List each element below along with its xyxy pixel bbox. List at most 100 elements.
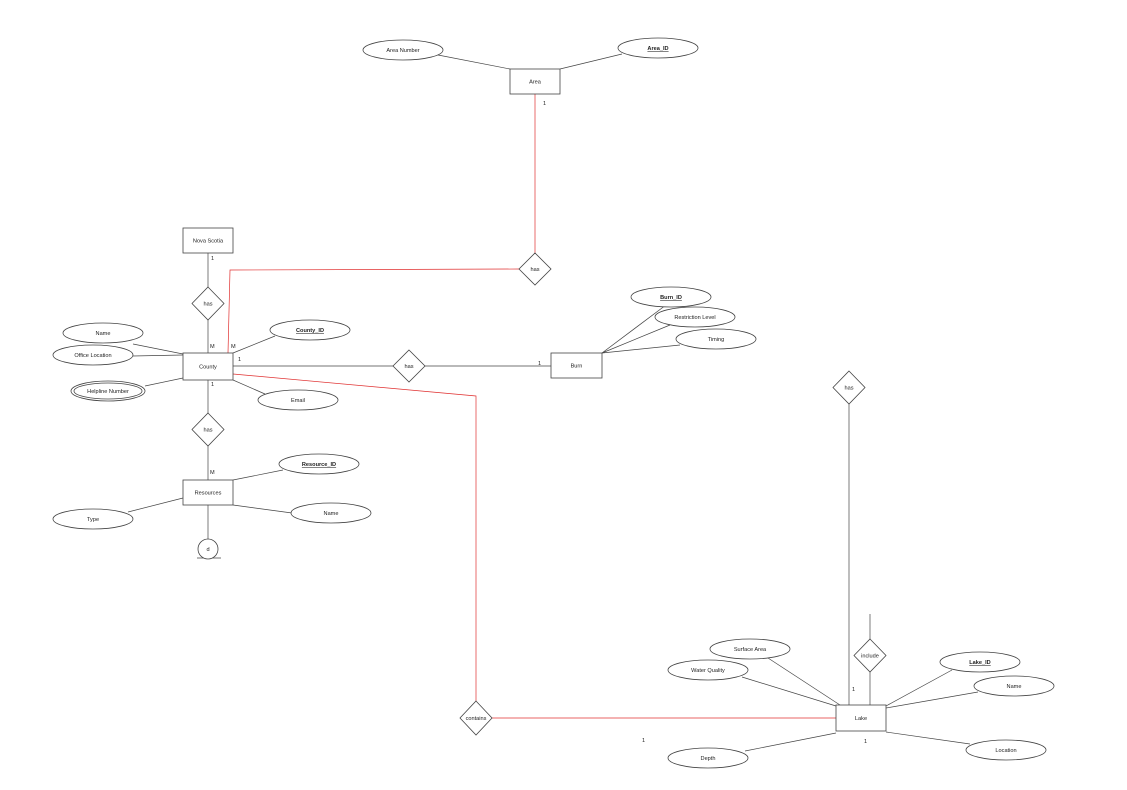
line-county-id: [232, 335, 276, 354]
attribute-surface-area[interactable]: Surface Area: [709, 638, 791, 660]
cardinality-county-resources: 1: [211, 382, 214, 388]
relationship-contains-label: contains: [466, 716, 487, 722]
cardinality-burn: 1: [538, 361, 541, 367]
entity-resources-label: Resources: [195, 491, 222, 497]
entity-resources[interactable]: Resources: [182, 479, 234, 506]
entity-county-label: County: [199, 365, 217, 371]
line-helpline: [144, 377, 184, 387]
connector-lines: [127, 53, 979, 752]
attribute-county-name-label: Name: [96, 331, 111, 337]
attribute-area-id-label: Area_ID: [647, 46, 668, 52]
attribute-type-label: Type: [87, 517, 99, 523]
entity-burn-label: Burn: [571, 364, 583, 370]
attribute-location-label: Location: [995, 748, 1016, 754]
attribute-water-quality-label: Water Quality: [691, 668, 725, 674]
attribute-lake-id[interactable]: Lake_ID: [939, 651, 1021, 673]
line-restriction-level: [601, 324, 671, 354]
line-county-contains: [232, 373, 477, 701]
attribute-burn-id[interactable]: Burn_ID: [630, 286, 712, 308]
relationship-contains[interactable]: contains: [459, 700, 493, 736]
attribute-timing-label: Timing: [708, 337, 725, 343]
entity-burn[interactable]: Burn: [550, 352, 603, 379]
attribute-location[interactable]: Location: [965, 739, 1047, 761]
cardinality-lake-lower: 1: [864, 739, 867, 745]
relationship-lake-has[interactable]: has: [832, 370, 866, 405]
entity-lake[interactable]: Lake: [835, 704, 887, 732]
attribute-resource-id-label: Resource_ID: [302, 462, 336, 468]
attribute-restriction-level-label: Restriction Level: [674, 315, 715, 321]
attribute-lake-name[interactable]: Name: [973, 675, 1055, 697]
line-county-name: [132, 343, 184, 355]
relationship-lake-include[interactable]: include: [853, 638, 887, 673]
line-timing: [601, 344, 681, 354]
cardinality-contains: 1: [642, 738, 645, 744]
entity-nova-scotia-label: Nova Scotia: [193, 239, 224, 245]
attribute-county-id-label: County_ID: [296, 328, 324, 334]
specialization-label: d: [206, 547, 209, 553]
attribute-timing[interactable]: Timing: [675, 328, 757, 350]
line-surface-area: [767, 657, 841, 706]
attribute-area-number-label: Area Number: [386, 48, 419, 54]
line-burn-id: [601, 304, 667, 354]
attribute-county-name[interactable]: Name: [62, 322, 144, 344]
line-has-county-area: [227, 268, 520, 354]
line-lake-name: [885, 691, 979, 709]
attribute-area-number[interactable]: Area Number: [362, 39, 444, 61]
entity-area-label: Area: [529, 80, 542, 86]
attribute-burn-id-label: Burn_ID: [660, 295, 682, 301]
attribute-email-label: Email: [291, 398, 305, 404]
attribute-resource-name[interactable]: Name: [290, 502, 372, 524]
relationship-county-resources-has-label: has: [203, 428, 212, 434]
attribute-surface-area-label: Surface Area: [734, 647, 767, 653]
cardinality-resources: M: [210, 470, 215, 476]
entity-county[interactable]: County: [182, 352, 234, 381]
cardinality-lake-upper: 1: [852, 687, 855, 693]
attribute-type[interactable]: Type: [52, 508, 134, 530]
relationship-lake-include-label: include: [861, 654, 879, 660]
line-water-quality: [741, 676, 837, 707]
relationship-county-burn-has-label: has: [404, 364, 413, 370]
line-depth: [744, 732, 837, 752]
cardinality-labels: 1 1 M M 1 1 1 M 1 1 1: [210, 101, 867, 745]
line-office-location: [132, 354, 184, 357]
attribute-resource-id[interactable]: Resource_ID: [278, 453, 360, 475]
attribute-helpline-number[interactable]: Helpline Number: [70, 380, 146, 402]
cardinality-nova-scotia: 1: [211, 256, 214, 262]
relationship-ns-county-has-label: has: [203, 302, 212, 308]
line-resource-name: [232, 504, 293, 514]
attribute-depth-label: Depth: [701, 756, 716, 762]
attribute-email[interactable]: Email: [257, 389, 339, 411]
attribute-lake-id-label: Lake_ID: [969, 660, 990, 666]
cardinality-area: 1: [543, 101, 546, 107]
attribute-area-id[interactable]: Area_ID: [617, 37, 699, 59]
attribute-office-location-label: Office Location: [74, 353, 111, 359]
line-area-number: [437, 54, 511, 70]
relationship-area-county-has[interactable]: has: [518, 252, 552, 286]
line-lake-id: [885, 669, 953, 707]
attribute-restriction-level[interactable]: Restriction Level: [654, 306, 736, 328]
line-location: [885, 731, 971, 745]
entity-lake-label: Lake: [855, 716, 867, 722]
relationship-ns-county-has[interactable]: has: [191, 286, 225, 321]
attribute-helpline-number-label: Helpline Number: [87, 389, 129, 395]
attribute-resource-name-label: Name: [324, 511, 339, 517]
line-area-id: [559, 53, 623, 70]
line-resource-id: [232, 469, 284, 481]
attribute-lake-name-label: Name: [1007, 684, 1022, 690]
cardinality-county-ns: M: [210, 344, 215, 350]
entity-area[interactable]: Area: [509, 68, 561, 95]
attribute-depth[interactable]: Depth: [667, 747, 749, 769]
cardinality-county-area: M: [231, 344, 236, 350]
attribute-office-location[interactable]: Office Location: [52, 344, 134, 366]
relationship-county-burn-has[interactable]: has: [392, 349, 426, 383]
relationship-county-resources-has[interactable]: has: [191, 412, 225, 447]
line-email: [232, 379, 266, 395]
relationship-lake-has-label: has: [844, 386, 853, 392]
cardinality-county-burn: 1: [238, 357, 241, 363]
entity-nova-scotia[interactable]: Nova Scotia: [182, 227, 234, 254]
line-type: [127, 497, 184, 513]
attribute-county-id[interactable]: County_ID: [269, 319, 351, 341]
specialization-circle[interactable]: d: [197, 538, 219, 560]
attribute-water-quality[interactable]: Water Quality: [667, 659, 749, 681]
